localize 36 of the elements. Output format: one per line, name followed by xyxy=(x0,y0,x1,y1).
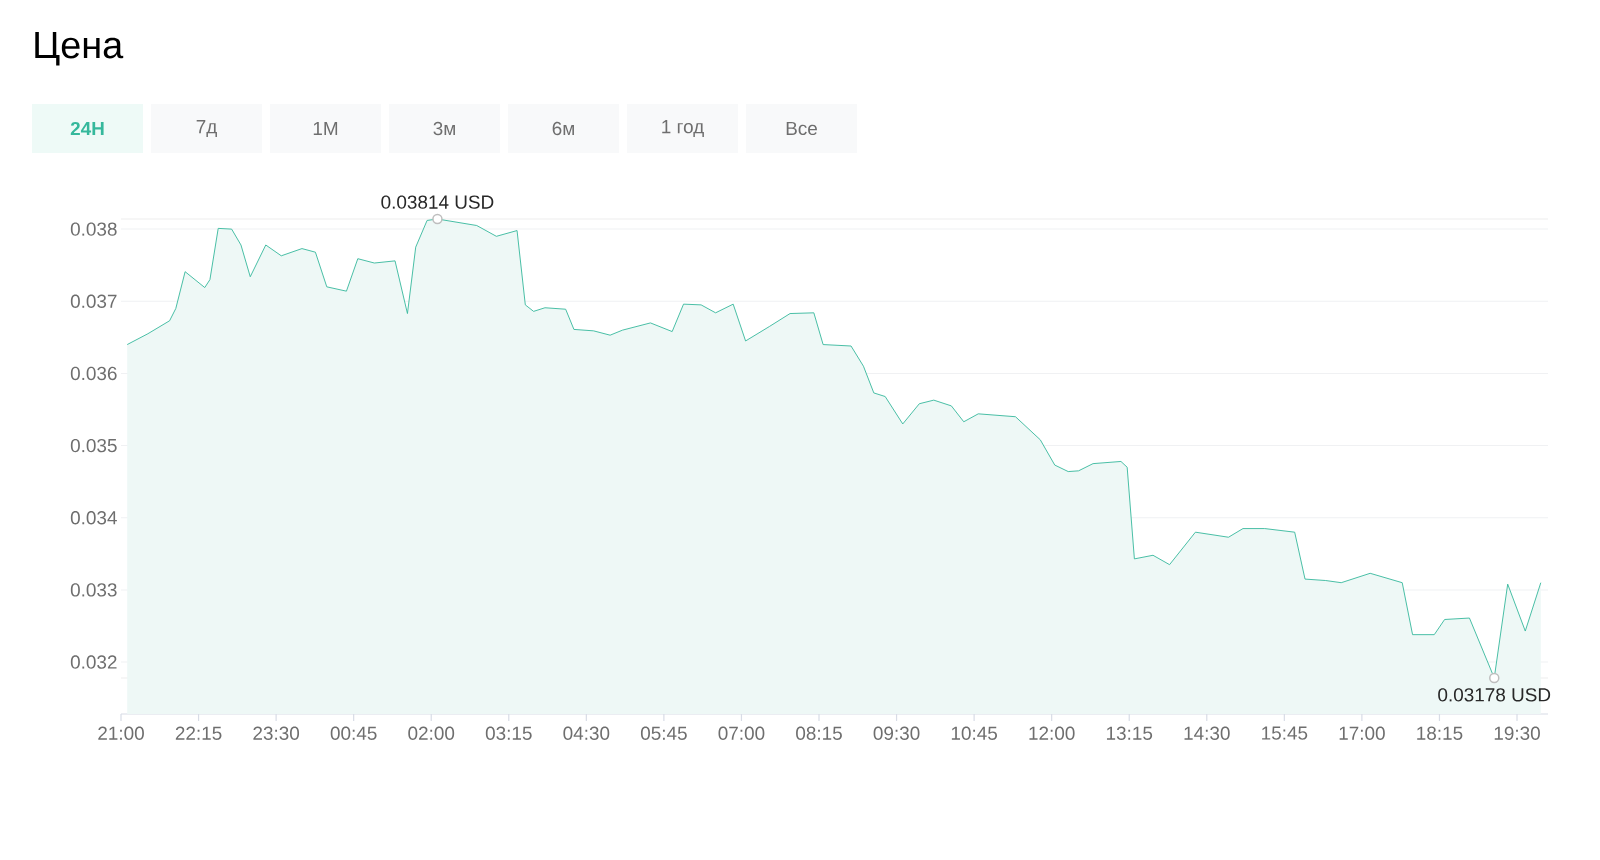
text: 1М xyxy=(313,122,338,136)
x-tick-label: 18:15 xyxy=(1417,726,1463,740)
x-tick-label: 13:15 xyxy=(1106,726,1153,740)
y-tick-label: 0.036 xyxy=(70,366,117,381)
y-tick-label: 0.037 xyxy=(70,294,117,308)
x-tick-label: 00:45 xyxy=(330,726,377,740)
text: 1 год xyxy=(662,120,704,137)
y-tick-label: 0.034 xyxy=(70,511,117,525)
y-tick-label: 0.038 xyxy=(70,222,117,236)
y-tick-label: 0.033 xyxy=(70,583,117,597)
text: 7д xyxy=(196,120,217,137)
x-tick-label: 12:00 xyxy=(1029,726,1075,740)
x-tick-label: 07:00 xyxy=(718,726,765,740)
x-tick-label: 04:30 xyxy=(563,726,610,740)
annotation: 0.03814 USD xyxy=(381,195,494,209)
x-tick-label: 03:15 xyxy=(485,726,532,740)
x-tick-label: 22:15 xyxy=(175,726,222,740)
x-tick-label: 17:00 xyxy=(1339,726,1385,740)
text: 6м xyxy=(552,121,574,136)
text: 3м xyxy=(433,121,455,136)
text: Все xyxy=(786,121,817,136)
chart-title: Цена xyxy=(35,31,124,66)
annotation: 0.03178 USD xyxy=(1438,688,1551,702)
x-tick-label: 23:30 xyxy=(253,726,300,740)
x-tick-label: 10:45 xyxy=(951,726,997,740)
y-tick-label: 0.035 xyxy=(70,438,117,453)
x-tick-label: 21:00 xyxy=(98,726,144,740)
y-tick-label: 0.032 xyxy=(70,655,117,669)
x-tick-label: 05:45 xyxy=(640,726,687,740)
x-tick-label: 15:45 xyxy=(1262,726,1308,740)
x-tick-label: 02:00 xyxy=(408,726,455,740)
x-tick-label: 19:30 xyxy=(1494,726,1540,740)
text: 24H xyxy=(70,121,104,136)
x-tick-label: 09:30 xyxy=(873,726,920,740)
x-tick-label: 08:15 xyxy=(796,726,842,740)
x-tick-label: 14:30 xyxy=(1184,726,1230,740)
